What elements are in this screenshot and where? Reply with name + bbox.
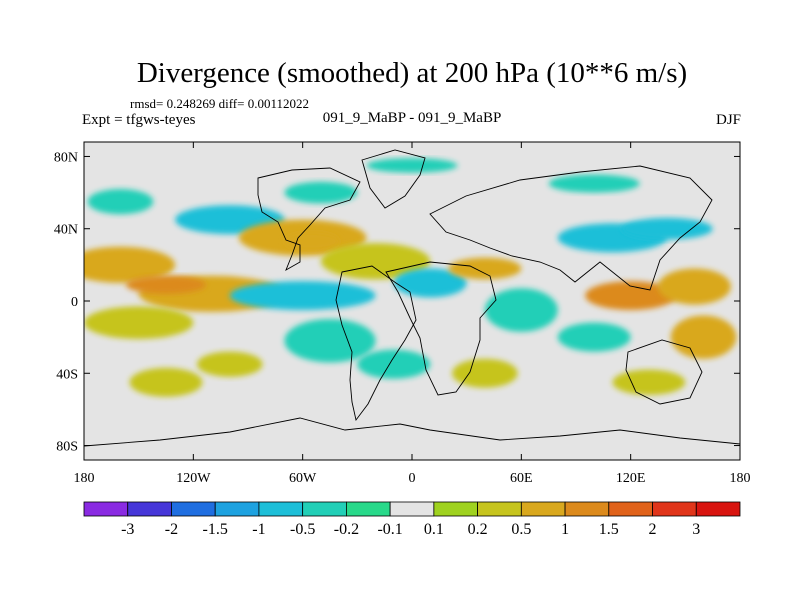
colorbar-label-10: 1 — [561, 521, 569, 538]
chart-title: Divergence (smoothed) at 200 hPa (10**6 … — [137, 57, 687, 89]
coastlines — [84, 149, 740, 447]
colorbar-box-11 — [564, 501, 610, 517]
field-region-9 — [284, 319, 376, 363]
stats-line: rmsd= 0.248269 diff= 0.00112022 — [130, 96, 309, 111]
coastline-antarctica — [84, 417, 740, 447]
colorbar-box-9 — [477, 501, 522, 517]
coastline-australia — [625, 339, 703, 405]
x-tick-label-4: 60E — [510, 471, 533, 486]
x-tick-label-1: 120W — [176, 471, 211, 486]
coastline-north-america — [257, 167, 361, 272]
x-tick-label-0: 180 — [74, 471, 95, 486]
map-area — [83, 141, 741, 461]
colorbar-label-11: 1.5 — [599, 521, 619, 538]
field-region-21 — [670, 315, 737, 359]
x-tick-label-2: 60W — [289, 471, 317, 486]
colorbar-box-14 — [695, 501, 741, 517]
field-region-12 — [87, 188, 154, 215]
field-region-8 — [229, 281, 376, 311]
colorbar-box-10 — [520, 501, 566, 517]
field-region-7 — [320, 243, 431, 280]
field-region-16 — [484, 288, 558, 332]
y-tick-label-2: 0 — [71, 295, 78, 310]
field-region-18 — [621, 217, 713, 240]
field-region-2 — [125, 275, 207, 294]
colorbar-label-5: -0.2 — [334, 521, 359, 538]
field-region-6 — [284, 232, 340, 251]
colorbar-box-4 — [258, 501, 304, 517]
colorbar-label-13: 3 — [692, 521, 700, 538]
field-region-0 — [84, 246, 176, 283]
field-region-22 — [557, 322, 631, 352]
x-tick-label-5: 120E — [616, 471, 646, 486]
field-region-14 — [393, 268, 467, 298]
coastline-south-america — [335, 265, 417, 422]
field-region-13 — [284, 181, 358, 204]
field-region-15 — [448, 257, 522, 280]
map-axes: 180 120W 60W 0 60E 120E 180 80N 40N 0 40S 80S — [54, 142, 751, 486]
colorbar-label-8: 0.2 — [468, 521, 488, 538]
coastline-greenland — [361, 149, 426, 209]
comparison-label: 091_9_MaBP - 091_9_MaBP — [323, 110, 502, 126]
colorbar-box-8 — [433, 501, 479, 517]
y-tick-label-0: 80N — [54, 150, 78, 165]
colorbar-label-2: -1.5 — [203, 521, 228, 538]
colorbar-label-4: -0.5 — [290, 521, 315, 538]
field-region-19 — [585, 281, 677, 311]
colorbar-label-6: -0.1 — [377, 521, 402, 538]
season-label: DJF — [716, 112, 741, 128]
colorbar-label-3: -1 — [252, 521, 265, 538]
field-region-25 — [357, 349, 431, 379]
field-region-26 — [548, 174, 640, 193]
y-tick-label-4: 80S — [56, 440, 78, 455]
y-tick-label-3: 40S — [56, 367, 78, 382]
colorbar-label-7: 0.1 — [424, 521, 444, 538]
divergence-field — [84, 158, 737, 397]
coastline-africa — [385, 261, 497, 396]
field-region-24 — [452, 358, 518, 388]
colorbar: -3 -2 -1.5 -1 -0.5 -0.2 -0.1 0.1 0.2 0.5 1 1.5 2 3 — [83, 501, 741, 538]
x-tick-label-6: 180 — [730, 471, 751, 486]
x-tick-label-3: 0 — [409, 471, 416, 486]
colorbar-box-6 — [345, 501, 391, 517]
y-tick-label-1: 40N — [54, 223, 78, 238]
colorbar-box-1 — [127, 501, 172, 517]
colorbar-label-9: 0.5 — [511, 521, 531, 538]
field-region-11 — [196, 351, 263, 377]
colorbar-box-5 — [302, 501, 347, 517]
colorbar-box-0 — [83, 501, 129, 517]
colorbar-box-7 — [389, 501, 435, 517]
field-region-27 — [366, 158, 458, 173]
field-region-23 — [612, 369, 686, 395]
colorbar-label-0: -3 — [121, 521, 134, 538]
colorbar-box-13 — [652, 501, 697, 517]
experiment-label: Expt = tfgws-teyes — [82, 112, 196, 128]
colorbar-box-2 — [171, 501, 216, 517]
field-region-20 — [658, 268, 731, 305]
colorbar-box-3 — [214, 501, 260, 517]
field-region-10 — [129, 367, 203, 397]
coastline-eurasia — [429, 165, 713, 291]
colorbar-box-12 — [608, 501, 653, 517]
colorbar-label-12: 2 — [649, 521, 657, 538]
field-region-3 — [84, 306, 194, 339]
colorbar-label-1: -2 — [165, 521, 178, 538]
